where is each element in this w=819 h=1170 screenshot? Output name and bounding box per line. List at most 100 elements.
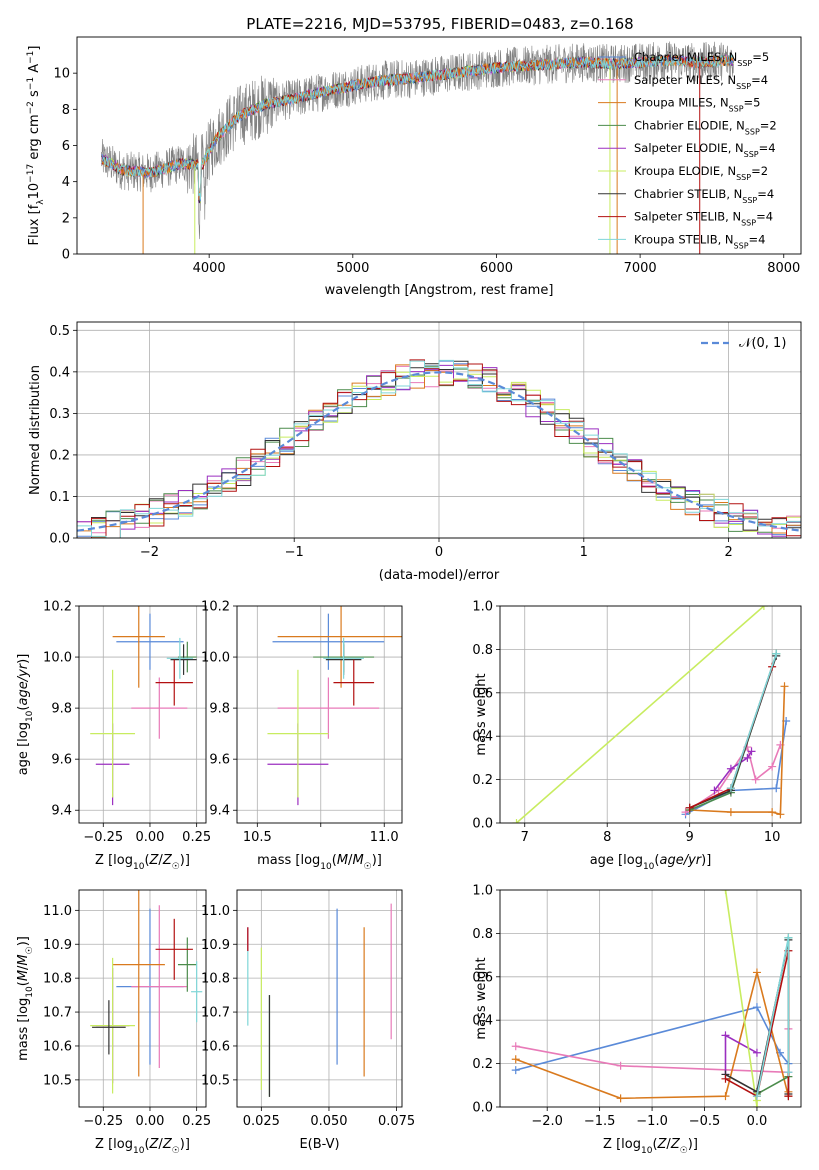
observed-spectrum-line bbox=[101, 41, 734, 240]
y-tick-label: 4 bbox=[62, 175, 70, 190]
mass-weight-marker bbox=[726, 764, 735, 773]
y-axis-label: Normed distribution bbox=[28, 365, 43, 495]
label-part: Z bbox=[162, 1137, 173, 1152]
x-axis-label: (data-model)/error bbox=[379, 568, 500, 583]
y-tick-label: 9.4 bbox=[209, 804, 230, 819]
mass-weight-line bbox=[689, 655, 778, 809]
legend-label: Kroupa ELODIE, NSSP=2 bbox=[634, 164, 768, 182]
residual-histogram-panel: −2 −1 0 1 2 0.0 0.1 0.2 0.3 0.4 0.5 𝒩(0, 1) (data-mo… bbox=[28, 321, 802, 583]
y-tick-label: 9.8 bbox=[51, 702, 72, 717]
x-axis-label: E(B-V) bbox=[299, 1137, 339, 1152]
x-axis-label: age [log10(age/yr)] bbox=[590, 853, 712, 872]
mass-weight-marker bbox=[743, 753, 752, 762]
y-tick-label: 8 bbox=[62, 103, 70, 118]
axes-frame bbox=[76, 36, 802, 255]
label-part: / bbox=[158, 853, 163, 868]
mass-weight-marker bbox=[726, 808, 735, 817]
y-tick-label: 10.2 bbox=[43, 600, 72, 615]
label-part: M bbox=[352, 853, 363, 868]
axes-frame bbox=[76, 321, 802, 539]
label-part: 10 bbox=[25, 986, 35, 998]
x-tick-label: 9 bbox=[686, 830, 694, 845]
label-part: )] bbox=[372, 853, 382, 868]
mass-weight-line bbox=[685, 744, 782, 813]
x-tick-label: 10 bbox=[764, 830, 781, 845]
y-tick-label: 10.2 bbox=[201, 600, 230, 615]
y-tick-label: 10.5 bbox=[43, 1073, 72, 1088]
x-axis-label: Z [log10(Z/Z☉)] bbox=[95, 1137, 190, 1156]
mass-weight-marker bbox=[772, 784, 781, 793]
y-tick-label: 11.0 bbox=[43, 904, 72, 919]
mass-weight-marker bbox=[710, 786, 719, 795]
legend-sub: SSP bbox=[744, 150, 759, 159]
x-tick-label: −0.25 bbox=[83, 1114, 123, 1129]
mass-weight-marker bbox=[752, 1003, 761, 1012]
legend-label: Salpeter STELIB, NSSP=4 bbox=[634, 210, 773, 228]
legend-label: Kroupa STELIB, NSSP=4 bbox=[634, 232, 765, 250]
y-tick-label: 0.0 bbox=[49, 532, 70, 547]
y-tick-label: 1.0 bbox=[472, 600, 493, 615]
mass-weight-marker bbox=[784, 933, 793, 942]
label-part: Z bbox=[149, 853, 160, 868]
label-part: ( bbox=[332, 853, 337, 868]
label-part: age [log bbox=[16, 722, 31, 775]
x-tick-label: 0.050 bbox=[310, 1114, 347, 1129]
axes-frame bbox=[236, 889, 403, 1108]
axes-frame bbox=[499, 605, 802, 824]
y-tick-label: 0.1 bbox=[49, 490, 70, 505]
plot-area bbox=[247, 903, 392, 1097]
legend-nssp: =5 bbox=[744, 96, 761, 110]
label-part: ( bbox=[144, 1137, 149, 1152]
mass-weight-marker bbox=[768, 808, 777, 817]
axes-frame bbox=[236, 605, 403, 824]
y-tick-label: 10.0 bbox=[201, 651, 230, 666]
x-tick-label: 2 bbox=[724, 545, 732, 560]
label-part: )] bbox=[16, 936, 31, 946]
x-tick-label: −0.25 bbox=[83, 830, 123, 845]
y-tick-label: 10.0 bbox=[43, 651, 72, 666]
x-tick-label: 0.025 bbox=[243, 1114, 280, 1129]
legend-sub: SSP bbox=[745, 127, 760, 136]
legend-label: Chabrier ELODIE, NSSP=2 bbox=[634, 118, 777, 136]
y-tick-label: 10 bbox=[53, 67, 70, 82]
y-tick-label: 1.0 bbox=[472, 884, 493, 899]
x-axis-label: Z [log10(Z/Z☉)] bbox=[95, 853, 190, 872]
y-tick-label: 0.4 bbox=[472, 1014, 493, 1029]
y-tick-label: 0.5 bbox=[49, 324, 70, 339]
label-part: ] bbox=[27, 46, 42, 51]
y-tick-label: 0 bbox=[62, 248, 70, 263]
label-part: 10 bbox=[641, 1146, 653, 1156]
legend-label: Chabrier MILES, NSSP=5 bbox=[634, 50, 769, 68]
x-tick-label: 4000 bbox=[193, 261, 226, 276]
label-part: ☉ bbox=[25, 946, 35, 954]
mass-weight-marker bbox=[780, 682, 789, 691]
y-tick-label: 10.7 bbox=[43, 1006, 72, 1021]
label-part: Z [log bbox=[95, 853, 133, 868]
mass-weight-marker bbox=[752, 1092, 761, 1101]
label-part: 10 bbox=[133, 862, 145, 872]
legend-model-name: Kroupa MILES, N bbox=[634, 96, 729, 110]
mass-weight-marker bbox=[751, 775, 760, 784]
label-part: ☉ bbox=[680, 1146, 688, 1156]
legend-sub: SSP bbox=[736, 173, 751, 182]
mass-weight-marker bbox=[721, 1074, 730, 1083]
normal-reference-curve bbox=[77, 371, 801, 532]
legend-sub: SSP bbox=[737, 59, 752, 68]
legend-label: Chabrier STELIB, NSSP=4 bbox=[634, 187, 774, 205]
histogram-step-line bbox=[77, 359, 801, 538]
plot-area bbox=[77, 359, 801, 538]
x-tick-label: 0.00 bbox=[135, 1114, 164, 1129]
mass-weight-marker bbox=[721, 1031, 730, 1040]
mass-weight-marker bbox=[685, 803, 694, 812]
mass-weight-marker bbox=[747, 747, 756, 756]
y-tick-label: 9.8 bbox=[209, 702, 230, 717]
mass-weight-marker bbox=[616, 1094, 625, 1103]
y-tick-label: 10.8 bbox=[201, 972, 230, 987]
mass-weight-line bbox=[730, 653, 778, 789]
legend-nssp: =4 bbox=[759, 141, 776, 155]
label-part: ( bbox=[144, 853, 149, 868]
mass-weight-vs-metallicity-panel: −2.0 −1.5 −1.0 −0.5 0.0 0.0 0.2 0.4 0.6 0.8 1.0 Z [… bbox=[472, 884, 802, 1156]
y-tick-label: 10.7 bbox=[201, 1006, 230, 1021]
y-tick-label: 0.3 bbox=[49, 407, 70, 422]
